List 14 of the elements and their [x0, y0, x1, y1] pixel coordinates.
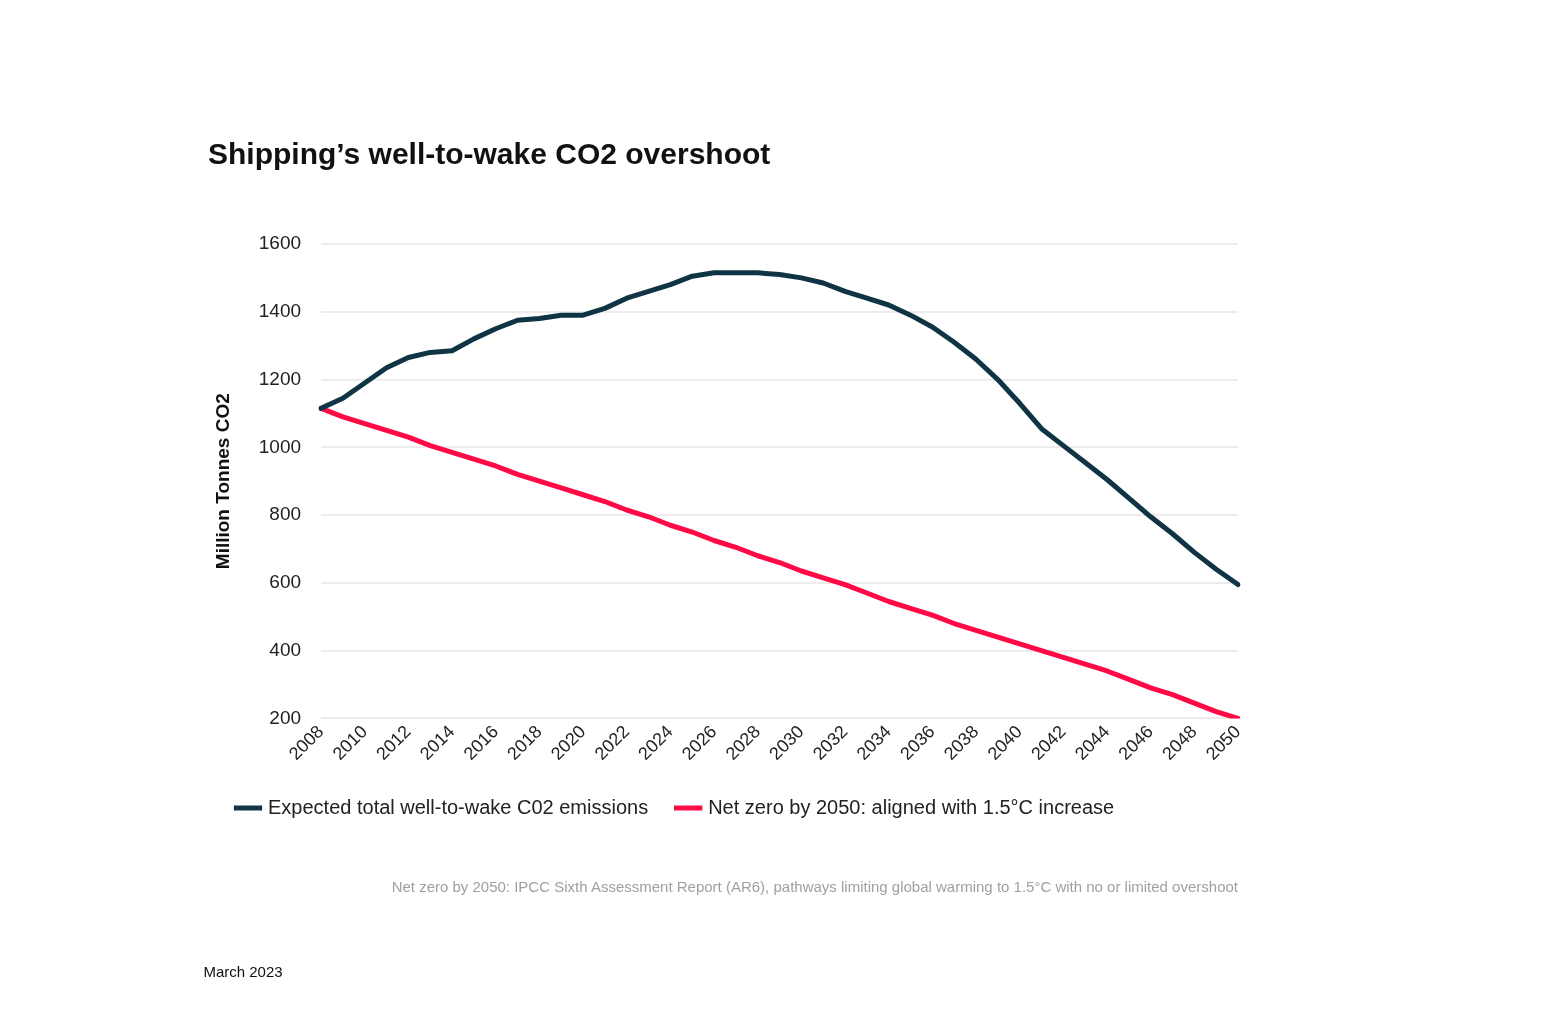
- y-tick-label: 600: [269, 571, 302, 593]
- y-axis-title: Million Tonnes CO2: [211, 393, 233, 570]
- legend-label: Expected total well-to-wake C02 emissions: [268, 795, 649, 818]
- y-tick-label: 800: [269, 503, 302, 525]
- chart-title: Shipping’s well-to-wake CO2 overshoot: [208, 137, 771, 171]
- y-tick-label: 1200: [258, 367, 302, 389]
- legend-label: Net zero by 2050: aligned with 1.5°C increase: [708, 795, 1115, 818]
- y-tick-label: 400: [269, 638, 302, 660]
- text: Net zero by 2050: IPCC Sixth Assessment Report (AR6), pathways limiting global warming to 1.5°C with no or limited overshoot: [391, 878, 1239, 896]
- text: March 2023: [203, 963, 283, 981]
- y-tick-label: 1400: [258, 300, 302, 322]
- y-tick-label: 200: [269, 706, 302, 728]
- y-tick-label: 1600: [258, 232, 302, 254]
- y-tick-label: 1000: [258, 435, 302, 457]
